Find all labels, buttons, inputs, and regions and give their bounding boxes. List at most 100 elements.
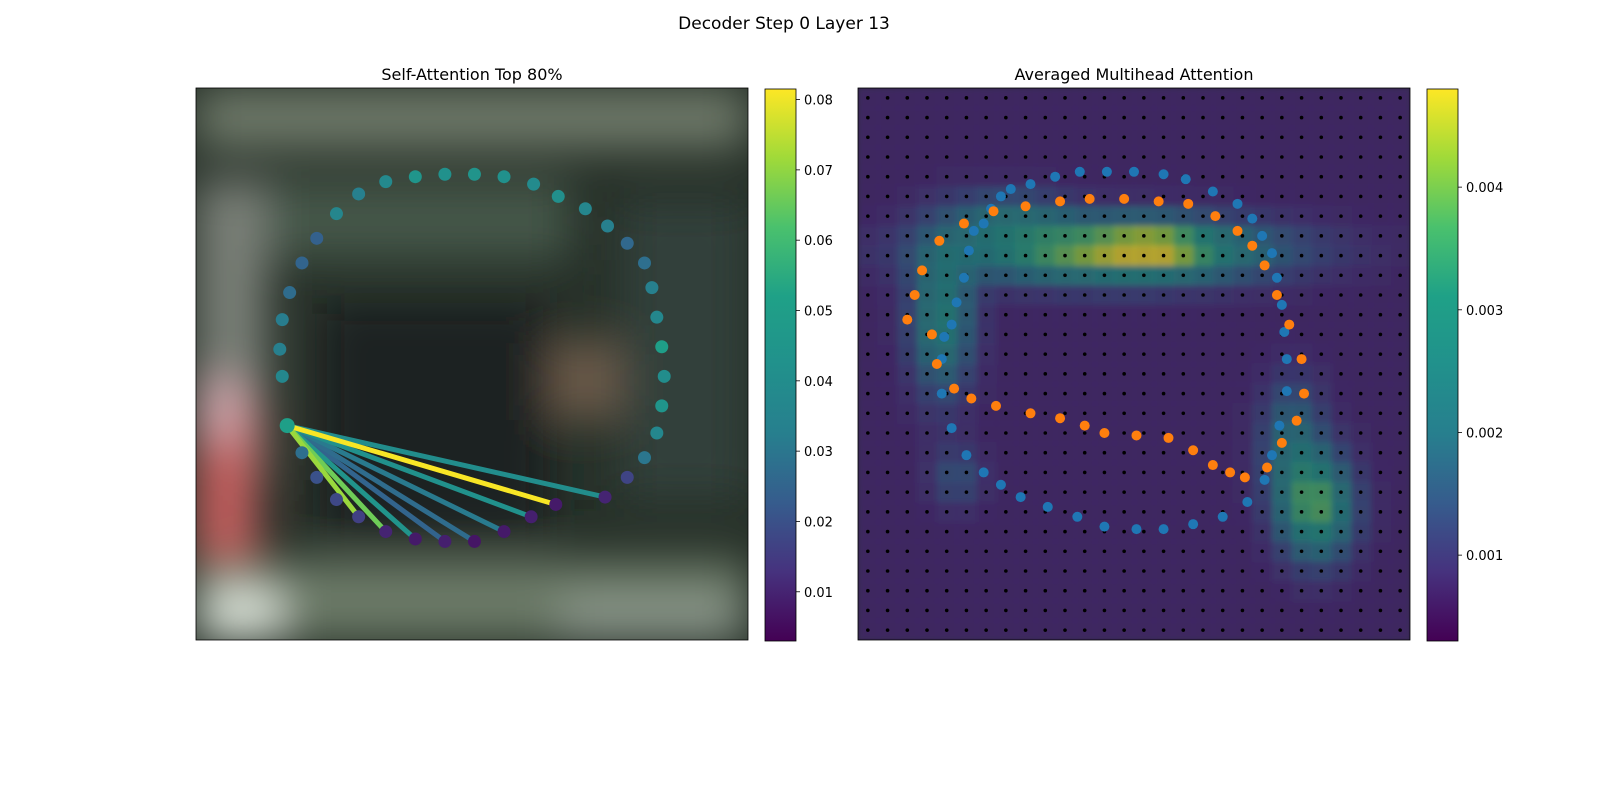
grid-point bbox=[1358, 352, 1363, 356]
grid-point bbox=[1142, 174, 1146, 179]
grid-point bbox=[905, 569, 910, 573]
keypoint bbox=[275, 369, 289, 383]
grid-point bbox=[944, 431, 949, 435]
grid-point bbox=[1240, 174, 1245, 179]
grid-point bbox=[1299, 431, 1304, 435]
grid-point bbox=[1240, 96, 1245, 100]
grid-point bbox=[1220, 411, 1225, 416]
blue-series-point bbox=[1247, 213, 1258, 224]
grid-point bbox=[1102, 470, 1107, 475]
grid-point bbox=[1220, 431, 1225, 435]
grid-point bbox=[1280, 234, 1284, 238]
grid-point bbox=[1201, 135, 1205, 140]
blue-series-point bbox=[978, 218, 989, 229]
grid-point bbox=[1004, 490, 1008, 494]
grid-point bbox=[1063, 391, 1067, 396]
grid-point bbox=[1181, 135, 1186, 140]
grid-point bbox=[1358, 372, 1363, 376]
orange-series-point bbox=[1183, 198, 1194, 209]
grid-point bbox=[866, 312, 870, 317]
multihead-attention-colorbar: 0.001 0.002 0.003 0.004 bbox=[1426, 88, 1503, 642]
grid-point bbox=[1280, 470, 1284, 475]
keypoint bbox=[578, 202, 592, 216]
grid-point bbox=[866, 234, 870, 238]
grid-point bbox=[1063, 96, 1067, 100]
multihead-attention-panel: Averaged Multihead Attention bbox=[857, 65, 1411, 641]
grid-point bbox=[885, 470, 890, 475]
orange-series-point bbox=[1188, 445, 1199, 456]
grid-point bbox=[1004, 293, 1008, 297]
grid-point bbox=[905, 253, 910, 258]
grid-point bbox=[1023, 450, 1028, 455]
grid-point bbox=[1102, 312, 1107, 317]
grid-point bbox=[1181, 273, 1186, 278]
grid-point bbox=[1280, 628, 1284, 632]
grid-point bbox=[885, 431, 890, 435]
grid-point bbox=[905, 549, 910, 554]
grid-point bbox=[1358, 510, 1363, 514]
grid-point bbox=[1181, 549, 1186, 554]
grid-point bbox=[1082, 135, 1087, 140]
grid-point bbox=[1398, 431, 1402, 435]
attention-edge bbox=[286, 423, 557, 507]
grid-point bbox=[885, 628, 890, 632]
grid-point bbox=[925, 510, 929, 514]
grid-point bbox=[1161, 490, 1166, 494]
grid-point bbox=[1043, 470, 1048, 475]
grid-point bbox=[1240, 352, 1245, 356]
grid-point bbox=[1102, 549, 1107, 554]
grid-point bbox=[1378, 234, 1383, 238]
grid-point bbox=[1339, 490, 1343, 494]
grid-point bbox=[964, 96, 969, 100]
blue-series-point bbox=[995, 191, 1006, 202]
grid-point bbox=[984, 431, 988, 435]
grid-point bbox=[1358, 194, 1363, 199]
grid-point bbox=[1240, 569, 1245, 573]
grid-point bbox=[1260, 293, 1264, 297]
keypoint bbox=[655, 340, 669, 354]
grid-point bbox=[866, 411, 870, 416]
grid-point bbox=[885, 391, 890, 396]
grid-point bbox=[1339, 135, 1343, 140]
keypoint bbox=[549, 497, 563, 511]
blue-series-point bbox=[963, 245, 974, 256]
grid-point bbox=[1378, 628, 1383, 632]
grid-point bbox=[1398, 352, 1402, 356]
grid-point bbox=[1082, 155, 1087, 159]
grid-point bbox=[1260, 352, 1264, 356]
grid-point bbox=[1004, 174, 1008, 179]
grid-point bbox=[1260, 332, 1264, 337]
grid-point bbox=[944, 194, 949, 199]
blue-series-point bbox=[1267, 248, 1277, 259]
grid-point bbox=[1260, 135, 1264, 140]
grid-point bbox=[1043, 135, 1048, 140]
grid-point bbox=[1378, 588, 1383, 593]
grid-point bbox=[1299, 273, 1304, 278]
blue-series-point bbox=[1129, 166, 1139, 177]
grid-point bbox=[1339, 312, 1343, 317]
grid-point bbox=[1004, 391, 1008, 396]
grid-point bbox=[944, 411, 949, 416]
grid-point bbox=[1339, 588, 1343, 593]
grid-point bbox=[964, 372, 969, 376]
grid-point bbox=[1201, 549, 1205, 554]
grid-point bbox=[1023, 234, 1028, 238]
grid-point bbox=[1082, 549, 1087, 554]
grid-point bbox=[1043, 312, 1048, 317]
grid-point bbox=[1142, 273, 1146, 278]
colorbar-gradient bbox=[764, 88, 797, 642]
keypoint bbox=[283, 286, 297, 300]
grid-point bbox=[1339, 214, 1343, 218]
grid-point bbox=[1122, 214, 1126, 218]
grid-point bbox=[984, 332, 988, 337]
grid-point bbox=[1063, 588, 1067, 593]
grid-point bbox=[944, 174, 949, 179]
grid-point bbox=[885, 411, 890, 416]
grid-point bbox=[964, 293, 969, 297]
grid-point bbox=[1319, 135, 1324, 140]
blue-series-point bbox=[951, 297, 962, 308]
grid-point bbox=[1004, 312, 1008, 317]
grid-point bbox=[1063, 450, 1067, 455]
grid-point bbox=[1082, 214, 1087, 218]
grid-point bbox=[984, 135, 988, 140]
